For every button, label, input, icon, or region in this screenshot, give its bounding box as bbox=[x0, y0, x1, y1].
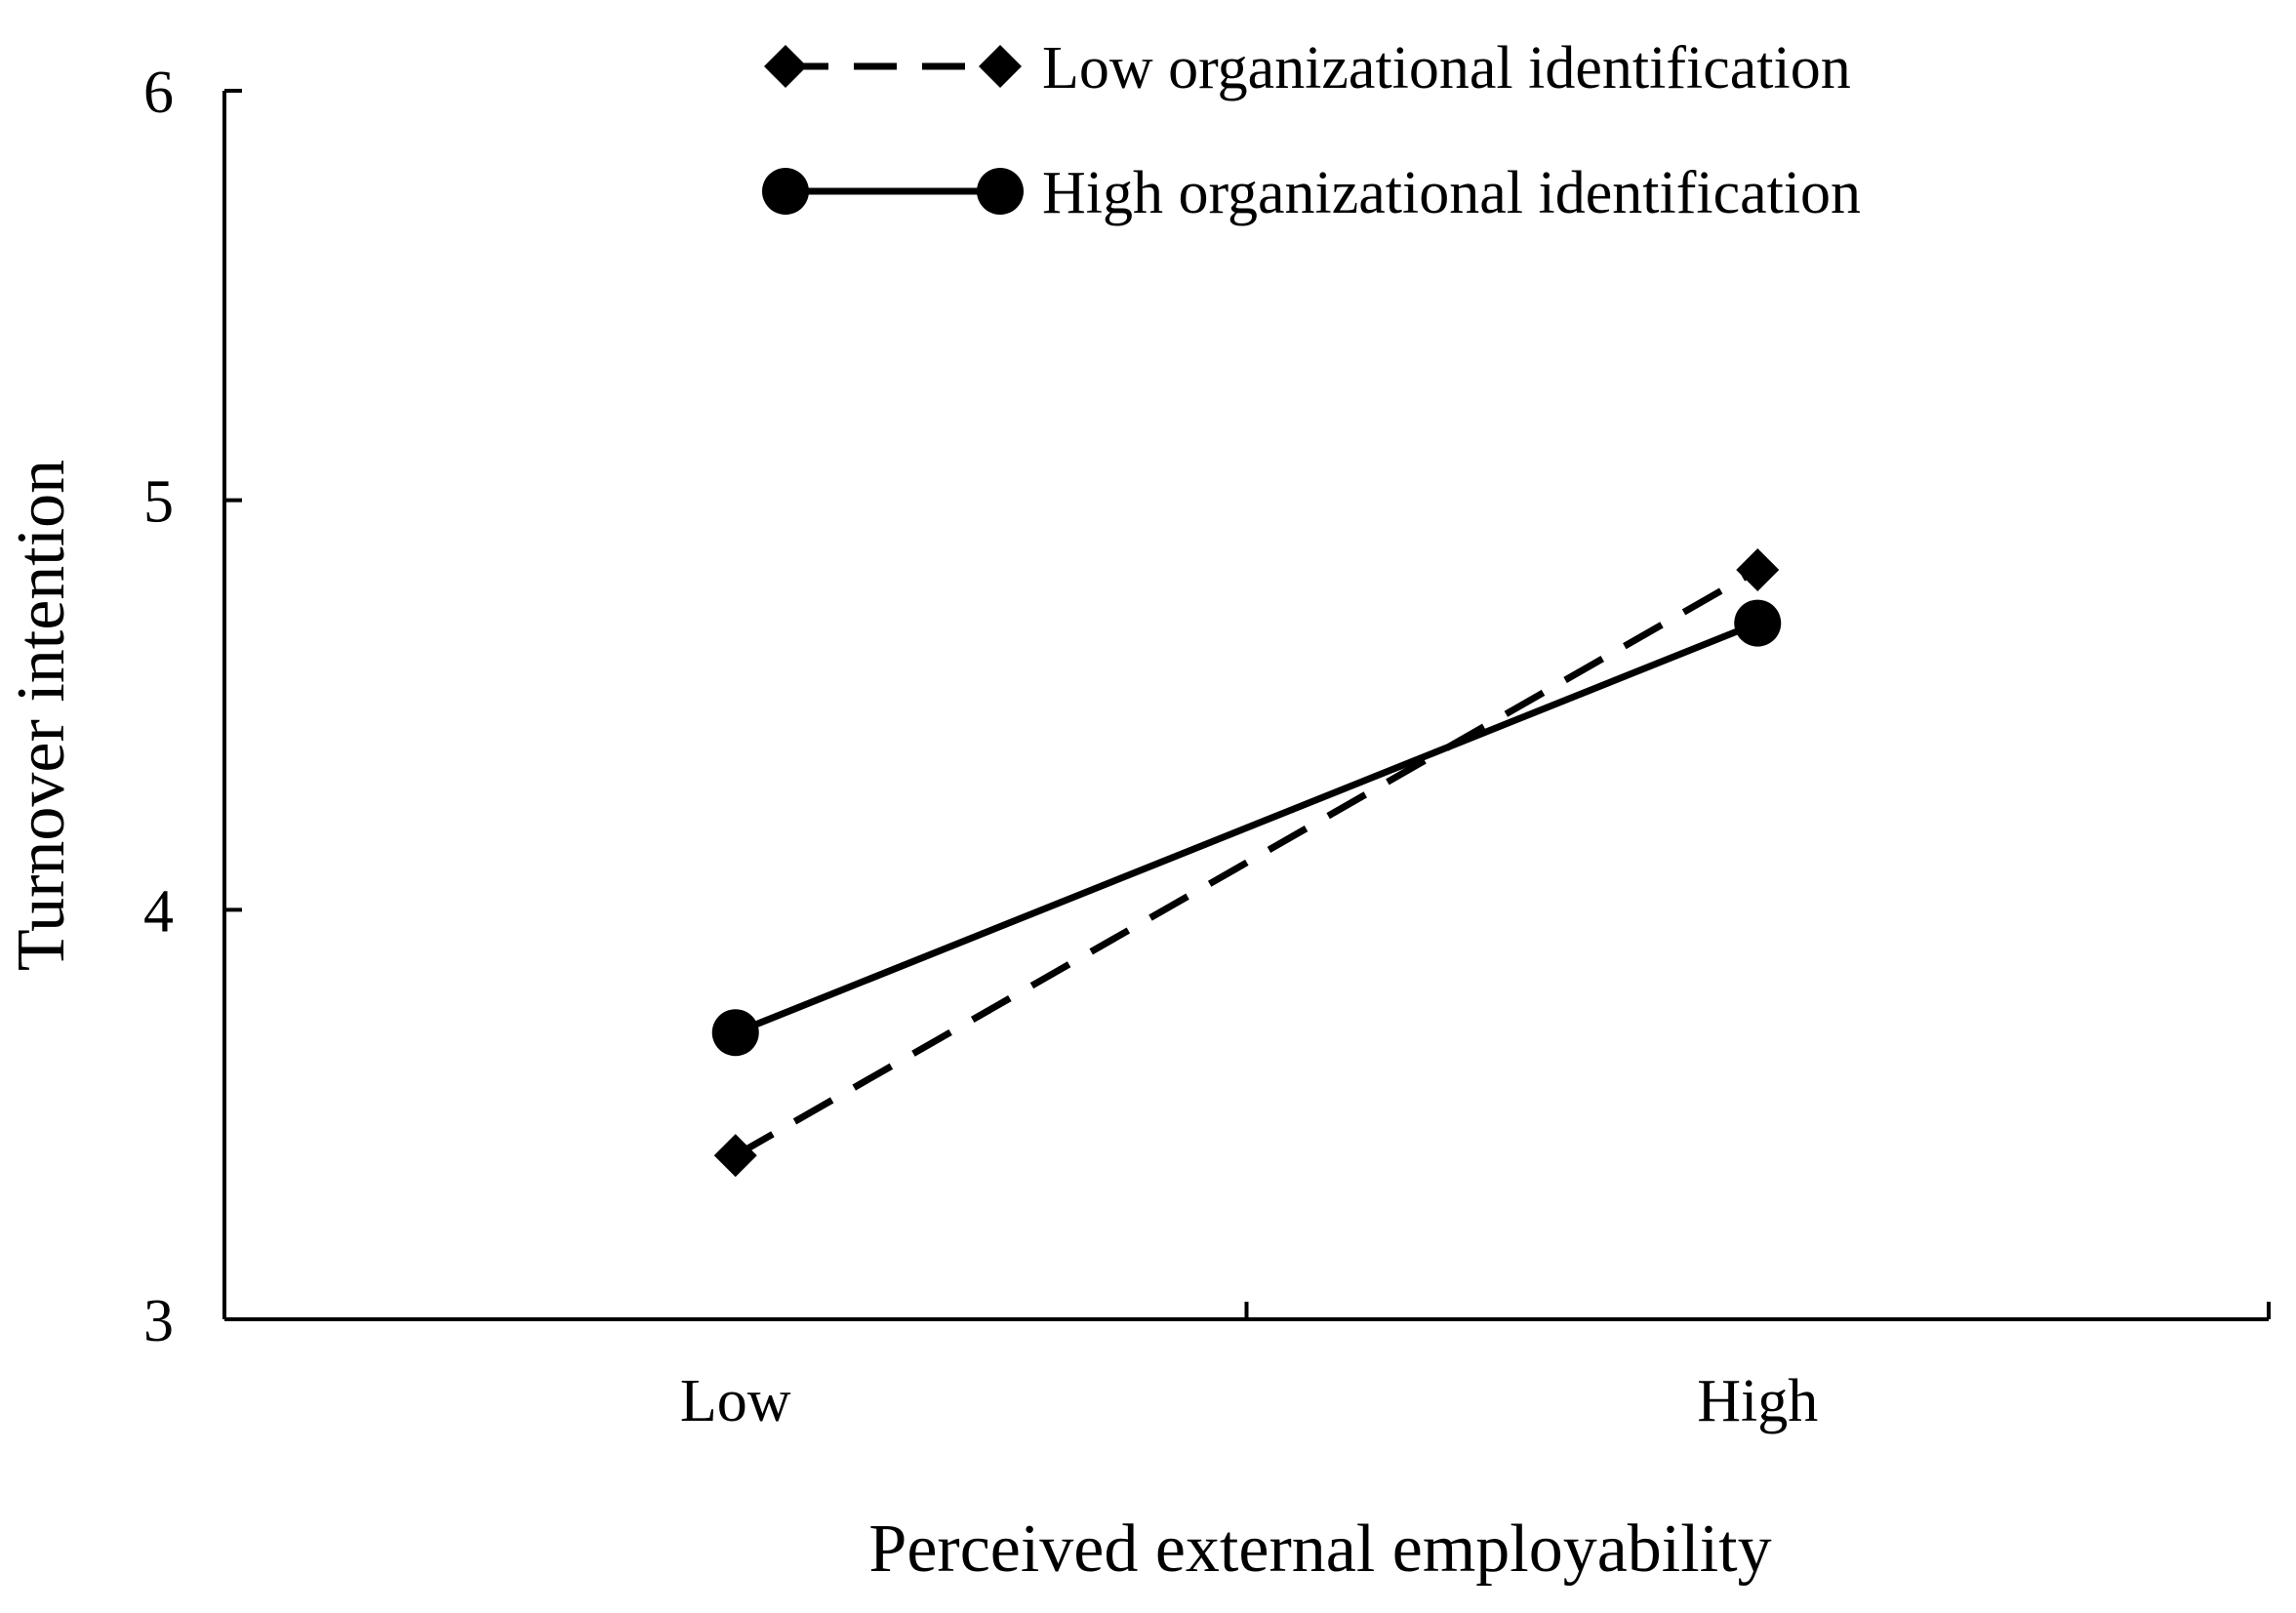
legend-marker bbox=[977, 168, 1024, 215]
data-point bbox=[1736, 548, 1780, 592]
legend-label: Low organizational identification bbox=[1042, 35, 1851, 101]
x-axis-title: Perceived external employability bbox=[868, 1512, 1771, 1587]
series-line bbox=[734, 620, 1759, 1036]
data-point bbox=[1734, 599, 1782, 647]
x-category-label: High bbox=[1697, 1368, 1818, 1434]
legend-item: Low organizational identification bbox=[764, 35, 1851, 101]
legend-label: High organizational identification bbox=[1042, 160, 1861, 226]
data-point bbox=[711, 1009, 759, 1057]
series-low-identification bbox=[713, 548, 1780, 1178]
legend: Low organizational identification High or… bbox=[762, 35, 1861, 226]
data-point bbox=[713, 1134, 757, 1178]
legend-marker bbox=[979, 45, 1022, 88]
legend-item: High organizational identification bbox=[762, 160, 1861, 226]
x-category-label: Low bbox=[680, 1368, 791, 1434]
legend-marker bbox=[764, 45, 807, 88]
axes: 3 4 5 6 Low High bbox=[143, 60, 2271, 1434]
y-axis-title: Turnover intention bbox=[4, 460, 79, 971]
series-line bbox=[734, 566, 1759, 1159]
series-layer bbox=[711, 548, 1782, 1178]
series-high-identification bbox=[711, 599, 1782, 1057]
legend-marker bbox=[762, 168, 809, 215]
y-tick-label: 5 bbox=[143, 469, 174, 536]
y-tick-label: 4 bbox=[143, 878, 174, 945]
y-tick-label: 3 bbox=[143, 1288, 174, 1354]
y-tick-label: 6 bbox=[143, 60, 174, 126]
